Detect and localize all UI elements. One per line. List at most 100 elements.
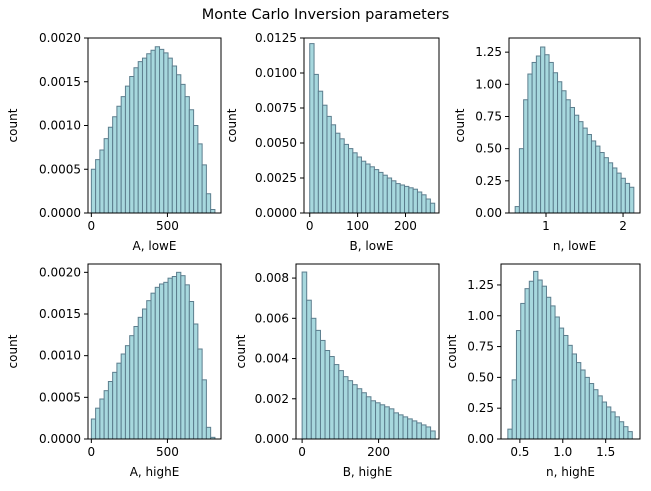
y-tick-label: 0.00 xyxy=(475,206,502,220)
histogram-bar xyxy=(315,329,321,440)
histogram-bar xyxy=(124,345,131,440)
histogram-bar xyxy=(317,90,324,214)
histogram-bar xyxy=(163,281,169,440)
histogram-bar xyxy=(586,134,592,214)
y-tick-label: 0.25 xyxy=(467,401,494,415)
histogram-bar xyxy=(395,183,401,214)
histogram-bar xyxy=(159,48,165,214)
histogram-bar xyxy=(616,172,622,214)
histogram-bar xyxy=(627,431,633,440)
histogram-bar xyxy=(408,187,414,214)
x-axis-label: n, highE xyxy=(546,465,595,479)
y-tick-label: 0.0100 xyxy=(255,66,297,80)
x-tick-label: 1 xyxy=(542,219,550,233)
histogram-bar xyxy=(310,317,317,440)
histogram-bar xyxy=(197,348,203,440)
histogram-bar xyxy=(133,67,139,214)
histogram-bar xyxy=(540,46,546,214)
axes-frame xyxy=(508,37,641,214)
y-tick-label: 0.0000 xyxy=(39,432,81,446)
axes-frame xyxy=(87,263,222,440)
panel-n-lowe: 1 2 0.00 0.25 0.50 0.75 1.00 1.25 n, lowE count xyxy=(453,37,641,253)
histogram-bar xyxy=(563,334,569,440)
histogram-bar xyxy=(365,396,372,440)
y-tick-label: 1.00 xyxy=(467,309,494,323)
y-axis-label: count xyxy=(6,334,20,368)
histogram-bar xyxy=(567,344,573,440)
figure-title: Monte Carlo Inversion parameters xyxy=(201,7,450,23)
histogram-bar xyxy=(561,90,567,214)
panel-a-lowe: 0 500 0.0000 0.0005 0.0010 0.0015 0.0020 A, low… xyxy=(6,31,222,253)
histogram-bar xyxy=(599,152,605,214)
histogram-bar xyxy=(535,55,542,214)
histogram-bar xyxy=(361,392,367,440)
histogram-bar xyxy=(554,316,560,440)
y-tick-label: 0.0075 xyxy=(255,101,297,115)
y-tick-label: 0.00 xyxy=(467,432,494,446)
histogram-bar xyxy=(176,74,182,214)
histogram-bar xyxy=(515,330,522,440)
histogram-bar xyxy=(595,145,601,214)
histogram-bar xyxy=(184,284,190,440)
histogram-bar xyxy=(623,426,629,440)
y-tick-label: 0.002 xyxy=(255,392,289,406)
histogram-bar xyxy=(339,138,345,214)
histogram-bar xyxy=(545,296,552,440)
y-tick-label: 0.0005 xyxy=(39,162,81,176)
histogram-bar xyxy=(356,388,363,440)
histogram-bar xyxy=(421,194,427,214)
histogram-bar xyxy=(524,288,530,440)
histogram-bar xyxy=(99,149,105,214)
histogram-bar xyxy=(146,300,152,440)
axes-frame xyxy=(500,263,641,440)
y-tick-label: 0.0020 xyxy=(39,265,81,279)
histogram-bar xyxy=(379,404,386,440)
histogram-bar xyxy=(511,379,517,440)
histogram-bar xyxy=(612,167,618,214)
histogram-bar xyxy=(322,104,328,214)
histogram-bar xyxy=(180,83,186,214)
histogram-bar xyxy=(388,408,395,440)
panel-b-highe: 0 200 0.000 0.002 0.004 0.006 0.008 B, highE cou… xyxy=(234,263,440,479)
x-tick-label: 2 xyxy=(619,219,627,233)
y-tick-label: 0.0015 xyxy=(39,75,81,89)
x-tick-label: 200 xyxy=(394,219,417,233)
y-tick-label: 1.25 xyxy=(467,278,494,292)
histogram-bar xyxy=(518,148,525,214)
x-tick-label: 500 xyxy=(156,219,179,233)
histogram-bar xyxy=(533,270,539,440)
histogram-bar xyxy=(618,421,625,440)
y-tick-label: 0.50 xyxy=(475,142,502,156)
histogram-bar xyxy=(356,156,362,214)
histogram-bar xyxy=(541,285,547,440)
histogram-bar xyxy=(574,114,580,214)
y-tick-label: 0.0020 xyxy=(39,31,81,45)
histogram-bar xyxy=(552,72,559,214)
histogram-bar xyxy=(373,169,380,214)
histogram-bar xyxy=(324,349,331,440)
histogram-bar xyxy=(593,389,599,440)
x-tick-label: 1.0 xyxy=(553,445,572,459)
histogram-bar xyxy=(342,376,349,440)
histogram-bar xyxy=(133,326,139,440)
histogram-bar xyxy=(393,412,399,440)
histogram-bar xyxy=(329,356,335,440)
histogram-bar xyxy=(150,292,156,440)
histogram-bar xyxy=(582,127,588,214)
histogram-bar xyxy=(352,384,358,440)
histogram-bar xyxy=(347,380,354,440)
panel-n-highe: 0.5 1.0 1.5 0.00 0.25 0.50 0.75 1.00 1.25 n, high… xyxy=(445,263,641,479)
histogram-bar xyxy=(176,271,182,440)
x-axis-label: B, highE xyxy=(343,465,393,479)
histogram-bar xyxy=(527,73,533,214)
histogram-bar xyxy=(197,143,203,214)
histogram-bar xyxy=(90,418,97,440)
histogram-bar xyxy=(528,280,535,440)
histogram-bar xyxy=(407,418,413,440)
y-tick-label: 0.0125 xyxy=(255,31,297,45)
histogram-bar xyxy=(116,105,122,214)
x-tick-label: 0 xyxy=(306,219,314,233)
histogram-bar xyxy=(129,76,135,214)
x-axis-label: A, highE xyxy=(130,465,180,479)
